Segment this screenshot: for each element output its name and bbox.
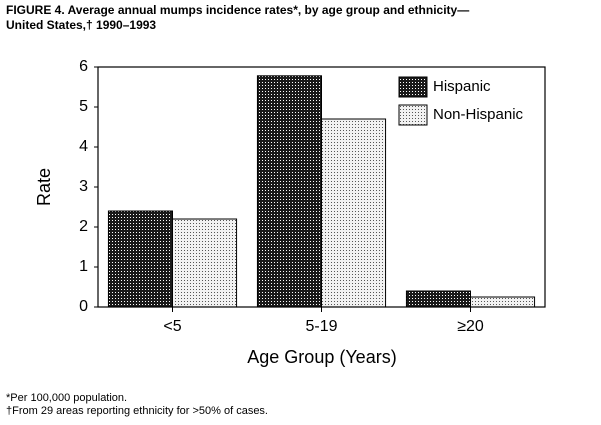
plot-frame bbox=[97, 66, 546, 308]
legend-label: Hispanic bbox=[433, 78, 491, 95]
x-tick-label: 5-19 bbox=[305, 318, 337, 335]
y-tick-label: 5 bbox=[79, 98, 88, 115]
bar bbox=[405, 290, 471, 308]
chart-title: FIGURE 4. Average annual mumps incidence… bbox=[6, 3, 469, 17]
x-tick-label: ≥20 bbox=[457, 318, 484, 335]
y-axis-label: Rate bbox=[34, 168, 54, 206]
footnote: *Per 100,000 population. bbox=[6, 392, 127, 404]
y-tick-label: 6 bbox=[79, 58, 88, 75]
bar bbox=[470, 296, 536, 308]
footnote: †From 29 areas reporting ethnicity for >… bbox=[6, 405, 268, 417]
x-tick-label: <5 bbox=[163, 318, 181, 335]
bar bbox=[256, 75, 322, 308]
y-tick-label: 2 bbox=[79, 218, 88, 235]
y-tick-label: 1 bbox=[79, 258, 88, 275]
bar bbox=[321, 118, 387, 308]
bar bbox=[107, 210, 173, 308]
bar bbox=[172, 218, 238, 308]
legend-label: Non-Hispanic bbox=[433, 106, 524, 123]
y-tick-label: 0 bbox=[79, 298, 88, 315]
legend-swatch bbox=[398, 76, 428, 98]
y-tick-label: 3 bbox=[79, 178, 88, 195]
y-tick-label: 4 bbox=[79, 138, 88, 155]
x-axis-label: Age Group (Years) bbox=[247, 347, 396, 367]
legend-swatch bbox=[398, 104, 428, 126]
chart-title: United States,† 1990–1993 bbox=[6, 18, 156, 32]
